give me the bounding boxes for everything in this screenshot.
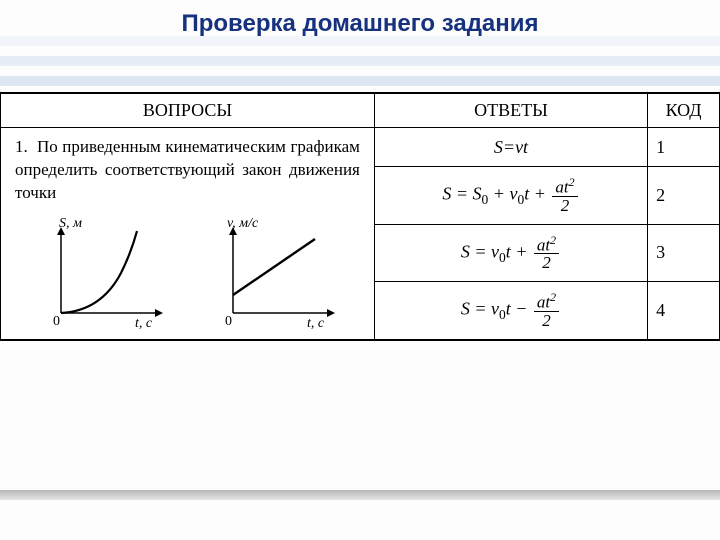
graph-position-time: S, м 0 t, с	[31, 213, 171, 333]
header-answers: ОТВЕТЫ	[374, 94, 647, 128]
answer-formula-1: S=vt	[374, 128, 647, 167]
graph2-origin: 0	[225, 314, 232, 329]
question-text: 1. По приведенным кинематическим графика…	[15, 136, 360, 205]
header-questions: ВОПРОСЫ	[1, 94, 375, 128]
graph1-xlabel: t, с	[135, 316, 153, 331]
header-code: КОД	[648, 94, 720, 128]
answer-code-3: 3	[648, 224, 720, 282]
question-cell: 1. По приведенным кинематическим графика…	[1, 128, 375, 340]
answer-code-1: 1	[648, 128, 720, 167]
graph-velocity-time: v, м/с 0 t, с	[203, 213, 343, 333]
answer-code-2: 2	[648, 167, 720, 225]
answer-formula-3: S = v0t + at22	[374, 224, 647, 282]
qa-table: ВОПРОСЫ ОТВЕТЫ КОД 1. По приведенным кин…	[0, 93, 720, 340]
table-row: 1. По приведенным кинематическим графика…	[1, 128, 720, 167]
worksheet-table: ВОПРОСЫ ОТВЕТЫ КОД 1. По приведенным кин…	[0, 92, 720, 341]
bottom-divider	[0, 490, 720, 500]
graph1-origin: 0	[53, 314, 60, 329]
graph2-xlabel: t, с	[307, 316, 325, 331]
answer-formula-2: S = S0 + v0t + at22	[374, 167, 647, 225]
kinematic-graphs: S, м 0 t, с v, м/с	[15, 213, 360, 333]
answer-formula-4: S = v0t − at22	[374, 282, 647, 340]
graph1-ylabel: S, м	[59, 216, 82, 231]
page-title: Проверка домашнего задания	[0, 0, 720, 38]
graph2-ylabel: v, м/с	[227, 216, 259, 231]
header-row: ВОПРОСЫ ОТВЕТЫ КОД	[1, 94, 720, 128]
answer-code-4: 4	[648, 282, 720, 340]
